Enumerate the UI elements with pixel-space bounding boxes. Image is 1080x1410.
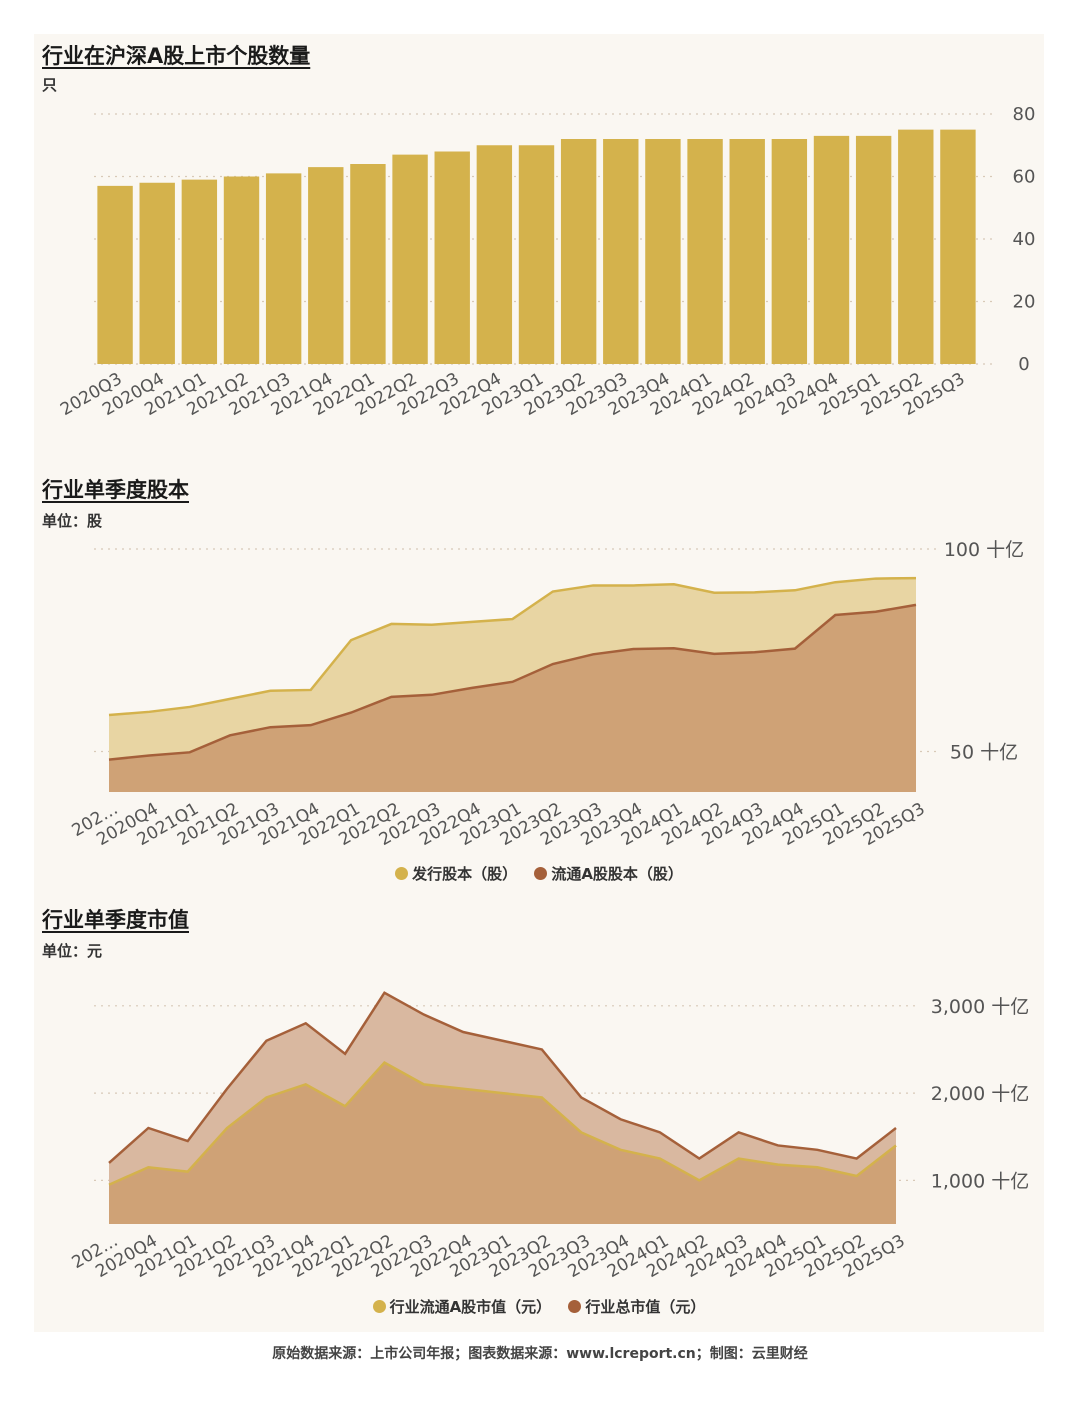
legend-label-issued-shares: 发行股本（股） — [412, 865, 518, 883]
chart1-bar-2023Q3 — [603, 139, 639, 364]
chart2-line-series-0 — [108, 576, 917, 717]
chart1-ytick-label: 0 — [1018, 354, 1029, 375]
chart1-bar-2022Q4 — [476, 145, 513, 364]
chart1-bar-2022Q3 — [434, 151, 470, 364]
chart1-bar-2025Q1 — [855, 135, 892, 364]
chart3-ytick-label: 1,000 十亿 — [931, 1170, 1029, 1192]
legend-item-total-market-cap[interactable]: 行业总市值（元） — [568, 1296, 705, 1317]
chart1-bar-2023Q2 — [560, 139, 597, 364]
legend-item-float-market-cap[interactable]: 行业流通A股市值（元） — [372, 1296, 552, 1317]
chart1-bar-2022Q2 — [392, 154, 428, 364]
chart3-legend: 行业流通A股市值（元） 行业总市值（元） — [34, 1296, 1044, 1317]
chart3-line-series-1 — [108, 1060, 897, 1186]
chart1-bar-2020Q4 — [139, 182, 175, 364]
chart1-bar-chart: 0204060802020Q32020Q42021Q12021Q22021Q32… — [57, 104, 1036, 420]
legend-dot-float-market-cap — [372, 1300, 386, 1313]
chart1-bar-2020Q3 — [97, 185, 133, 364]
chart3-title: 行业单季度市值 — [42, 908, 189, 932]
chart1-ytick-label: 40 — [1013, 229, 1036, 250]
report-panel: 行业在沪深A股上市个股数量 只 0 20 40 60 80 2020Q3 2020Q4 202… — [34, 34, 1044, 1332]
chart1-title: 行业在沪深A股上市个股数量 — [42, 44, 311, 68]
chart1-unit: 只 — [42, 76, 58, 94]
chart1-ytick-label: 60 — [1013, 167, 1036, 188]
chart1-bar-2024Q4 — [813, 135, 850, 364]
chart1-bar-2023Q4 — [645, 139, 681, 364]
chart1-bar-2025Q3 — [940, 129, 976, 364]
chart1-ytick-label: 20 — [1013, 292, 1036, 313]
chart2-area-series-1 — [109, 604, 916, 792]
chart2-ytick-label: 50 十亿 — [950, 742, 1018, 764]
chart1-ytick-label: 80 — [1013, 104, 1036, 125]
chart1-bar-2024Q3 — [771, 139, 808, 364]
legend-item-float-shares[interactable]: 流通A股股本（股） — [534, 863, 683, 884]
chart2-line-series-1 — [108, 603, 917, 761]
chart2-legend: 发行股本（股） 流通A股股本（股） — [34, 863, 1044, 884]
legend-label-float-shares: 流通A股股本（股） — [551, 865, 683, 883]
legend-dot-total-market-cap — [568, 1300, 582, 1313]
chart1-bar-2021Q4 — [308, 167, 344, 364]
legend-dot-float-shares — [534, 867, 548, 880]
chart3-area-chart: 1,000 十亿2,000 十亿3,000 十亿202…2020Q42021Q1… — [69, 991, 1029, 1282]
chart1-bar-2021Q2 — [223, 176, 260, 364]
source-footer: 原始数据来源：上市公司年报；图表数据来源：www.lcreport.cn；制图：… — [272, 1346, 808, 1362]
chart3-ytick-label: 3,000 十亿 — [931, 996, 1029, 1018]
legend-dot-issued-shares — [395, 867, 409, 880]
chart1-bar-2024Q2 — [729, 139, 765, 364]
chart1-bar-2023Q1 — [518, 145, 555, 364]
chart2-ytick-label: 100 十亿 — [944, 539, 1024, 561]
chart2-unit: 单位：股 — [42, 512, 103, 530]
chart3-unit: 单位：元 — [42, 942, 103, 960]
chart3-line-series-0 — [108, 991, 897, 1164]
legend-label-total-market-cap: 行业总市值（元） — [585, 1298, 706, 1316]
chart1-bar-2021Q3 — [265, 173, 302, 364]
legend-item-issued-shares[interactable]: 发行股本（股） — [395, 863, 517, 884]
chart1-bar-2022Q1 — [350, 164, 386, 364]
legend-label-float-market-cap: 行业流通A股市值（元） — [389, 1298, 552, 1316]
chart3-area-series-1 — [109, 1062, 896, 1224]
chart2-title: 行业单季度股本 — [42, 478, 189, 502]
chart1-bar-2021Q1 — [181, 179, 218, 364]
chart3-ytick-label: 2,000 十亿 — [931, 1083, 1029, 1105]
chart1-bar-2025Q2 — [898, 129, 934, 364]
chart1-bar-2024Q1 — [687, 139, 723, 364]
